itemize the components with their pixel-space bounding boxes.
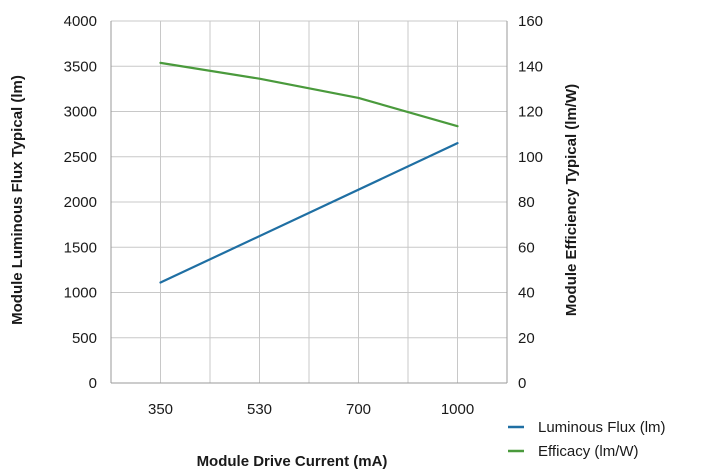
y-left-tick-label: 4000 [64, 13, 97, 30]
x-axis-title: Module Drive Current (mA) [197, 453, 388, 470]
x-tick-label: 700 [346, 401, 371, 418]
x-tick-label: 530 [247, 401, 272, 418]
y-right-tick-label: 140 [518, 58, 543, 75]
legend: Luminous Flux (lm) Efficacy (lm/W) [508, 419, 666, 460]
x-tick-label: 1000 [441, 401, 474, 418]
y-right-tick-label: 160 [518, 13, 543, 30]
series-line-efficacy [159, 61, 459, 128]
x-tick-label: 350 [148, 401, 173, 418]
legend-label: Luminous Flux (lm) [538, 419, 666, 436]
y-right-tick-label: 100 [518, 149, 543, 166]
y-axis-left-title: Module Luminous Flux Typical (lm) [9, 75, 26, 325]
y-left-tick-label: 3500 [64, 58, 97, 75]
y-right-tick-label: 80 [518, 194, 535, 211]
y-left-tick-label: 1000 [64, 285, 97, 302]
y-left-tick-label: 3000 [64, 104, 97, 121]
legend-label: Efficacy (lm/W) [538, 443, 639, 460]
x-axis-ticks: 350 530 700 1000 [148, 401, 474, 418]
y-left-tick-label: 500 [72, 330, 97, 347]
y-axis-right-title: Module Efficiency Typical (lm/W) [563, 84, 580, 316]
y-right-tick-label: 40 [518, 285, 535, 302]
series-line-luminous-flux [159, 142, 459, 284]
y-left-tick-label: 0 [89, 375, 97, 392]
y-right-tick-label: 20 [518, 330, 535, 347]
y-left-tick-label: 2500 [64, 149, 97, 166]
left-axis-ticks: 0 500 1000 1500 2000 2500 3000 3500 4000 [64, 13, 97, 392]
y-right-tick-label: 60 [518, 239, 535, 256]
grid [110, 20, 508, 384]
series-layer [159, 61, 459, 284]
y-right-tick-label: 0 [518, 375, 526, 392]
y-left-tick-label: 2000 [64, 194, 97, 211]
y-left-tick-label: 1500 [64, 239, 97, 256]
right-axis-ticks: 0 20 40 60 80 100 120 140 160 [518, 13, 543, 392]
y-right-tick-label: 120 [518, 104, 543, 121]
